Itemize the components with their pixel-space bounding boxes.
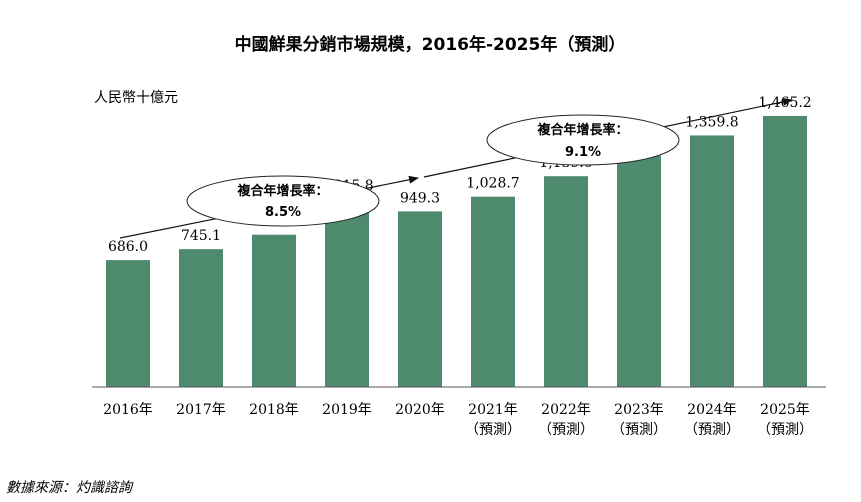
x-tick-label-2: 2018年	[249, 402, 299, 418]
x-tick-label-0: 2016年	[103, 402, 153, 418]
source-note: 數據來源：灼識諮詢	[6, 480, 134, 496]
bar-9	[763, 115, 807, 388]
forecast-note-5: （預測）	[465, 422, 521, 438]
x-tick-label-3: 2019年	[322, 402, 372, 418]
bar-5	[471, 196, 515, 387]
bar-series	[106, 115, 807, 388]
x-tick-label-6: 2022年	[541, 402, 591, 418]
bar-3	[325, 199, 369, 387]
forecast-note-8: （預測）	[684, 422, 740, 438]
cagr-value-2: 9.1%	[565, 145, 601, 160]
value-label-0: 686.0	[108, 239, 148, 255]
value-label-5: 1,028.7	[466, 176, 519, 192]
bar-2	[252, 234, 296, 387]
value-label-4: 949.3	[400, 190, 440, 206]
forecast-note-9: （預測）	[757, 422, 813, 438]
bar-0	[106, 260, 150, 387]
bar-6	[544, 176, 588, 387]
forecast-note-7: （預測）	[611, 422, 667, 438]
forecast-note-6: （預測）	[538, 422, 594, 438]
bar-4	[398, 211, 442, 387]
cagr-annotation-1: 複合年增長率： 8.5%	[186, 175, 380, 227]
x-tick-label-7: 2023年	[614, 402, 664, 418]
bar-7	[617, 155, 661, 387]
x-tick-labels: 2016年 2017年 2018年 2019年 2020年 2021年 （預測） 2022年 （…	[103, 402, 813, 438]
cagr-label-2: 複合年增長率：	[536, 122, 628, 138]
cagr-value-1: 8.5%	[265, 205, 301, 220]
x-tick-label-1: 2017年	[176, 402, 226, 418]
cagr-ellipse-2	[486, 114, 680, 166]
bar-8	[690, 135, 734, 387]
x-tick-label-9: 2025年	[760, 402, 810, 418]
value-label-9: 1,465.2	[758, 95, 811, 111]
value-label-8: 1,359.8	[685, 114, 738, 130]
x-tick-label-4: 2020年	[395, 402, 445, 418]
cagr-annotation-2: 複合年增長率： 9.1%	[486, 114, 680, 166]
cagr-ellipse-1	[186, 175, 380, 227]
x-tick-label-8: 2024年	[687, 402, 737, 418]
y-axis-label: 人民幣十億元	[94, 90, 178, 106]
value-label-1: 745.1	[181, 228, 221, 244]
bar-1	[179, 249, 223, 387]
x-tick-label-5: 2021年	[468, 402, 518, 418]
chart-title: 中國鮮果分銷市場規模，2016年-2025年（預測）	[235, 34, 626, 55]
cagr-label-1: 複合年增長率：	[236, 183, 328, 199]
